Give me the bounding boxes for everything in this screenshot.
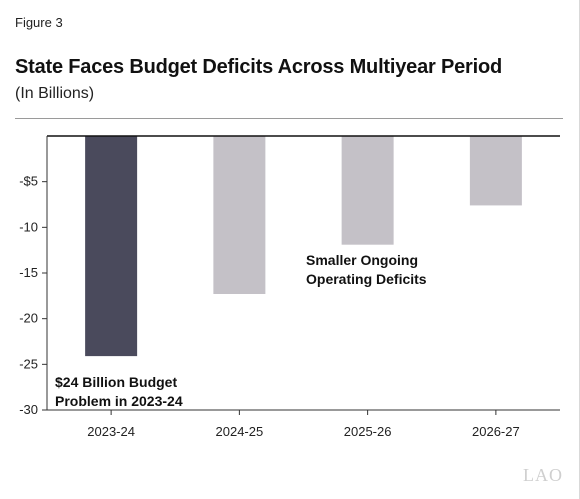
- bar-2026-27: [469, 136, 522, 206]
- x-tick-label-2026-27: 2026-27: [472, 424, 520, 439]
- annotation-operating-deficits-line2: Operating Deficits: [306, 271, 427, 287]
- y-tick-label-4: -25: [19, 356, 38, 371]
- annotation-operating-deficits-line1: Smaller Ongoing: [306, 252, 419, 268]
- title-divider: [15, 118, 563, 119]
- bar-2023-24: [85, 136, 138, 357]
- annotation-budget-problem: $24 Billion Budget Problem in 2023-24: [55, 373, 183, 411]
- bars-group: [85, 136, 522, 357]
- y-tick-label-2: -15: [19, 265, 38, 280]
- lao-logo: LAO: [523, 465, 563, 485]
- y-tick-label-0: -$5: [19, 174, 38, 189]
- x-tick-label-2025-26: 2025-26: [344, 424, 392, 439]
- x-tick-label-2023-24: 2023-24: [87, 424, 135, 439]
- bar-2024-25: [213, 136, 266, 295]
- ticks-group: 2023-24 2024-25 2025-26 2026-27 -$5 -10 -15 -20…: [19, 174, 520, 439]
- bar-2025-26: [341, 136, 394, 245]
- x-tick-label-2024-25: 2024-25: [216, 424, 264, 439]
- y-tick-label-1: -10: [19, 219, 38, 234]
- figure-label: Figure 3: [15, 15, 63, 30]
- chart-subtitle: (In Billions): [15, 85, 95, 102]
- y-tick-label-3: -20: [19, 311, 38, 326]
- y-tick-label-5: -30: [19, 402, 38, 417]
- annotation-budget-problem-line1: $24 Billion Budget: [55, 374, 178, 390]
- annotation-operating-deficits: Smaller Ongoing Operating Deficits: [306, 251, 427, 289]
- annotation-budget-problem-line2: Problem in 2023-24: [55, 393, 183, 409]
- chart-title: State Faces Budget Deficits Across Multi…: [15, 56, 502, 78]
